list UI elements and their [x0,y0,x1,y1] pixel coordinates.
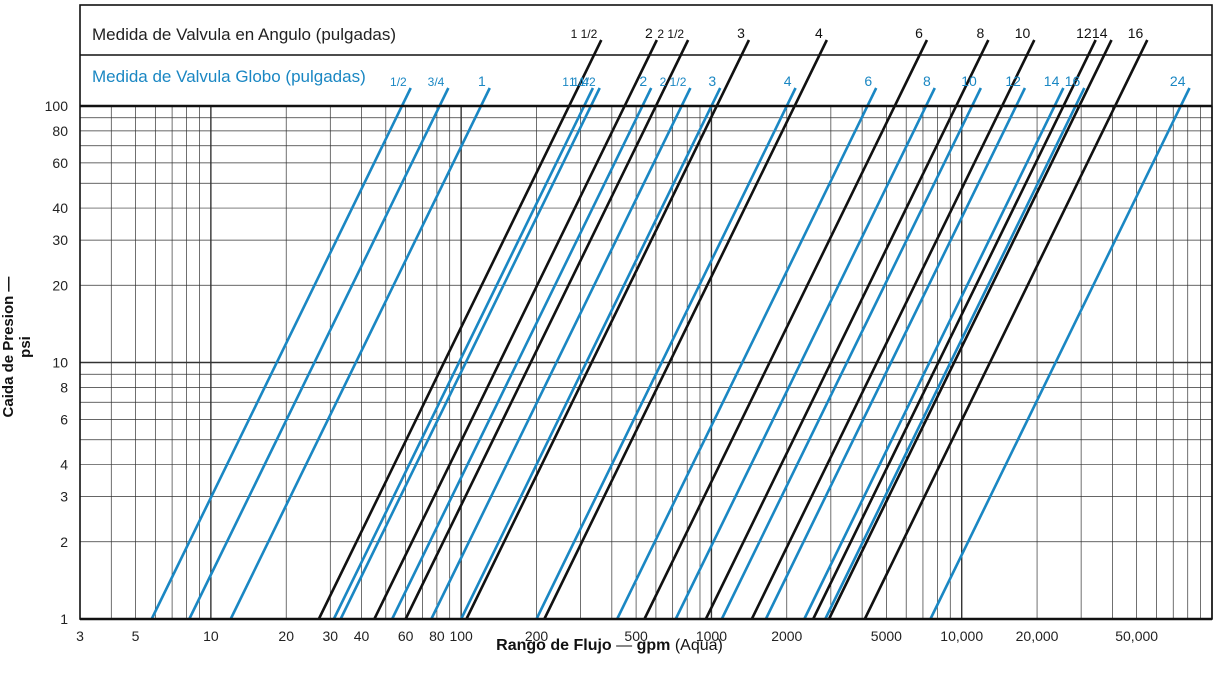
series-line-angle-3 [465,39,751,620]
series-line-angle-1-1-2 [317,39,603,620]
x-tick-label: 20 [278,628,294,644]
x-tick-label: 5 [132,628,140,644]
series-label-globe-4: 4 [784,73,792,89]
x-tick-label: 3 [76,628,84,644]
x-tick-label: 2000 [771,628,802,644]
chart-series-labels: 1/2 3/4 1 1 1/41 1/2 2 2 1/2 3 4 6 8 10 12 14 16 241 1… [390,25,1186,89]
y-tick-label: 20 [52,277,68,293]
series-label-angle-4: 4 [815,25,823,41]
series-label-angle-10: 10 [1015,25,1031,41]
x-tick-label: 200 [525,628,549,644]
x-tick-label: 10 [203,628,219,644]
series-label-globe-3-4: 3/4 [428,75,445,89]
series-line-angle-2-1-2 [404,39,690,620]
x-tick-label: 60 [398,628,414,644]
x-axis-label-paren: (Aqua) [670,637,723,654]
y-tick-label: 3 [60,489,68,505]
x-tick-label: 10,000 [940,628,983,644]
series-label-angle-6: 6 [915,25,923,41]
y-tick-label: 2 [60,534,68,550]
series-line-globe-4 [535,87,797,620]
series-label-globe-3: 3 [708,73,716,89]
x-tick-label: 5000 [871,628,902,644]
series-line-globe-10 [720,87,983,620]
y-tick-label: 10 [52,355,68,371]
series-line-angle-8 [704,39,990,620]
series-label-globe-8: 8 [923,73,931,89]
series-label-angle-2-1-2: 2 1/2 [657,27,684,41]
y-tick-label: 100 [45,98,69,114]
series-line-globe-8 [674,87,936,620]
y-tick-label: 4 [60,457,68,473]
series-label-globe-14: 14 [1044,73,1060,89]
series-label-globe-16: 16 [1065,73,1081,89]
series-label-angle-8: 8 [977,25,985,41]
x-axis-label: Rango de Flujo — gpm (Aqua) [0,637,1219,655]
series-line-globe-1-2 [150,87,412,620]
series-line-angle-16 [863,39,1149,620]
series-line-angle-10 [750,39,1036,620]
series-label-globe-1-1-2: 1 1/2 [569,75,596,89]
series-label-globe-6: 6 [864,73,872,89]
y-tick-label: 30 [52,232,68,248]
series-label-globe-24: 24 [1170,73,1186,89]
y-tick-label: 6 [60,411,68,427]
series-line-globe-16 [824,87,1086,620]
chart-series-lines [150,39,1191,620]
y-axis-label: Caida de Presion — psi [0,276,34,418]
angle-valve-header: Medida de Valvula en Angulo (pulgadas) [92,25,397,44]
series-line-globe-3 [459,87,722,620]
series-line-globe-1 [229,87,491,620]
series-label-angle-12: 12 [1076,25,1092,41]
globe-valve-header: Medida de Valvula Globo (pulgadas) [92,67,366,86]
series-label-angle-3: 3 [737,25,745,41]
series-label-globe-12: 12 [1005,73,1021,89]
chart-frame [79,4,1213,621]
series-line-globe-3-4 [188,87,450,620]
series-line-angle-2 [373,39,659,620]
chart-tick-labels: 3 5 10 20 30 40 60 80 100 200 500 1000 2000 5000 10,00… [45,98,1159,644]
series-label-globe-1: 1 [478,73,486,89]
series-line-globe-2 [390,87,653,620]
series-line-angle-6 [643,39,929,620]
x-tick-label: 500 [624,628,648,644]
series-line-angle-14 [827,39,1113,620]
series-line-globe-24 [929,87,1191,620]
y-tick-label: 40 [52,200,68,216]
x-axis-label-dash: — [611,637,637,654]
y-tick-label: 80 [52,123,68,139]
series-line-globe-12 [764,87,1027,620]
x-tick-label: 20,000 [1016,628,1059,644]
series-label-globe-1-1-4: 1 1/4 [562,75,589,89]
series-label-globe-10: 10 [961,73,977,89]
series-label-globe-2: 2 [639,73,647,89]
series-line-globe-2-1-2 [430,87,692,620]
series-line-globe-1-1-4 [332,87,595,620]
series-label-angle-2: 2 [645,25,653,41]
x-tick-label: 50,000 [1115,628,1158,644]
y-tick-label: 60 [52,155,68,171]
series-line-globe-6 [615,87,878,620]
y-tick-label: 8 [60,379,68,395]
series-label-angle-1-1-2: 1 1/2 [571,27,598,41]
x-axis-label-bold: Rango de Flujo [496,637,612,654]
x-tick-label: 80 [429,628,445,644]
series-line-globe-1-1-2 [339,87,601,620]
x-tick-label: 30 [322,628,338,644]
series-label-globe-1-2: 1/2 [390,75,407,89]
x-tick-label: 100 [449,628,473,644]
x-tick-label: 40 [354,628,370,644]
series-label-angle-16: 16 [1128,25,1144,41]
x-tick-label: 1000 [696,628,727,644]
y-tick-label: 1 [60,611,68,627]
x-axis-label-unit: gpm [636,637,671,654]
series-label-angle-14: 14 [1092,25,1108,41]
series-label-globe-2-1-2: 2 1/2 [660,75,687,89]
series-line-globe-14 [803,87,1065,620]
series-line-angle-4 [543,39,829,620]
series-line-angle-12 [812,39,1097,620]
